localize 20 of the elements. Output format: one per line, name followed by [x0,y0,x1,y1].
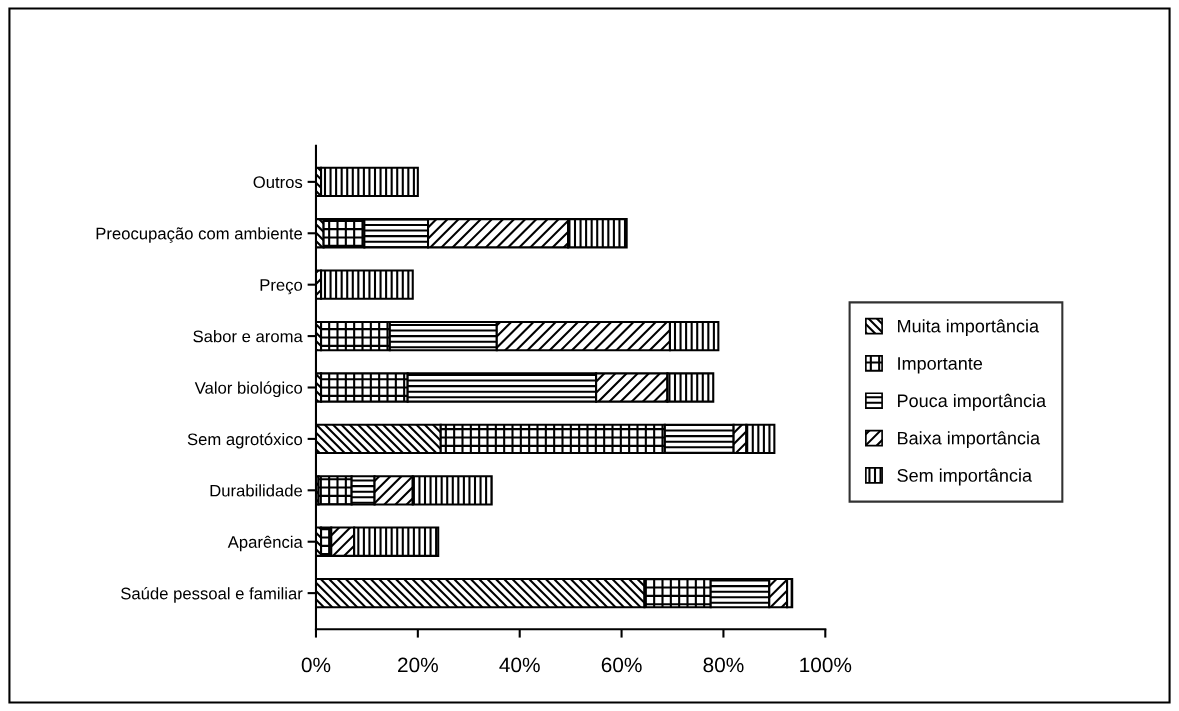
legend-label: Pouca importância [898,393,1047,411]
legend-label: Importante [898,357,983,374]
y-tick-label: Preço [260,279,303,295]
x-tick-label: 60% [601,657,642,673]
legend-label: Muita importância [898,319,1040,337]
y-tick-label: Aparência [227,535,303,552]
y-tick-label: Durabilidade [210,484,303,497]
x-tick-label: 0% [301,657,331,673]
y-tick-label: Sem agrotóxico [187,432,303,449]
x-tick-label: 40% [499,657,540,673]
y-tick-label: Saúde pessoal e familiar [121,586,303,603]
y-tick-label: Outros [253,176,303,189]
legend-label: Baixa importância [898,431,1041,449]
x-tick-label: 20% [398,657,438,673]
y-tick-label: Valor biológico [194,381,303,398]
x-tick-label: 80% [703,657,744,673]
x-tick-label: 100% [800,657,852,673]
y-tick-label: Preocupação com ambiente [96,227,303,243]
y-tick-label: Sabor e aroma [193,330,303,343]
legend-label: Sem importância [897,468,1033,486]
